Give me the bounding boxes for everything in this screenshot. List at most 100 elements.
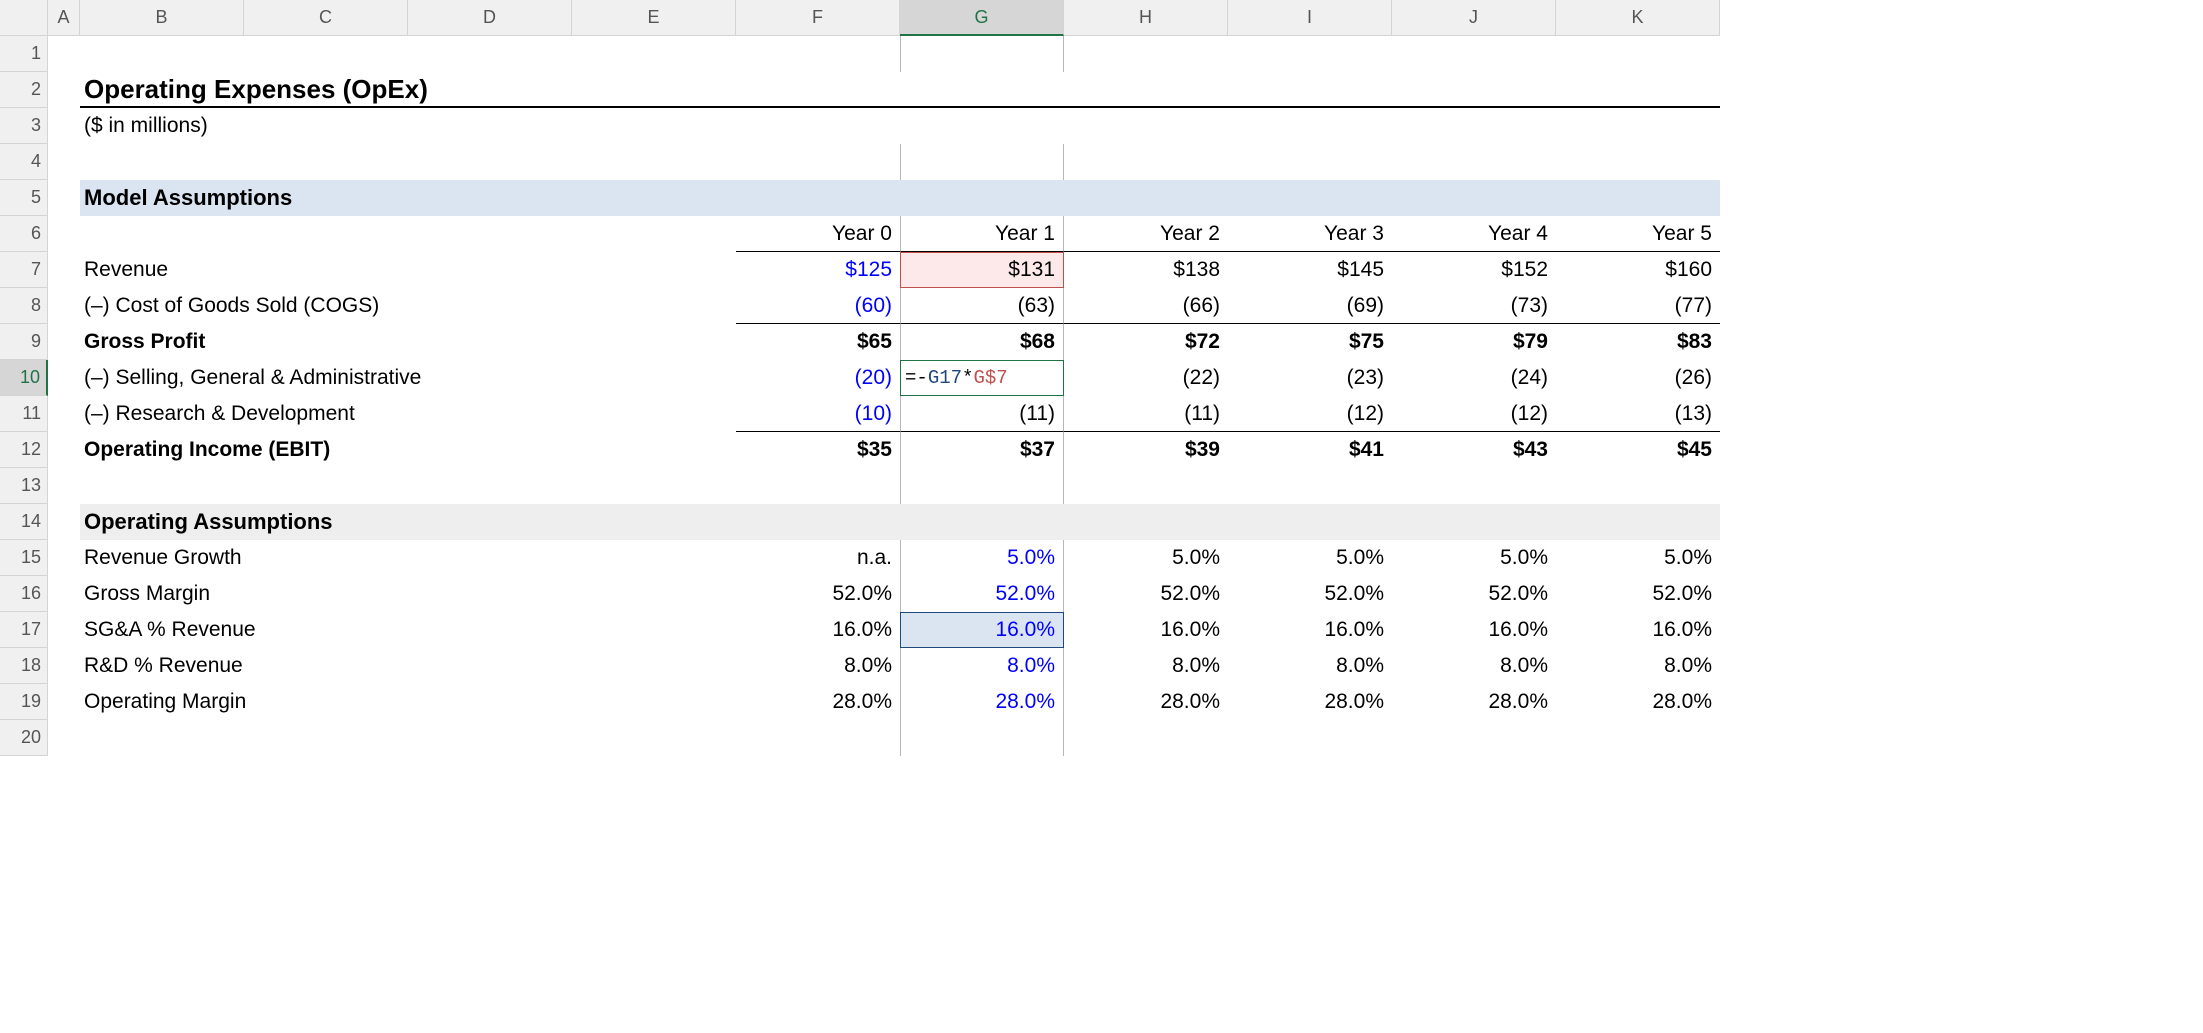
col-head-A[interactable]: A <box>48 0 80 36</box>
cell-value[interactable]: 16.0% <box>1392 612 1556 648</box>
cell[interactable] <box>572 144 736 180</box>
cell-value[interactable]: (22) <box>1064 360 1228 396</box>
cell[interactable] <box>572 36 736 72</box>
cell[interactable] <box>48 432 80 468</box>
cell-value[interactable]: $160 <box>1556 252 1720 288</box>
cell[interactable] <box>1556 720 1720 756</box>
cell-value[interactable]: 28.0% <box>1228 684 1392 720</box>
cell[interactable] <box>1064 720 1228 756</box>
cell-value[interactable]: (26) <box>1556 360 1720 396</box>
cell-value[interactable]: 8.0% <box>736 648 900 684</box>
cell-value[interactable]: $68 <box>900 324 1064 360</box>
cell-value[interactable]: 5.0% <box>1228 540 1392 576</box>
row-head-13[interactable]: 13 <box>0 468 48 504</box>
cell[interactable] <box>48 540 80 576</box>
cell-value[interactable]: $145 <box>1228 252 1392 288</box>
row-head-19[interactable]: 19 <box>0 684 48 720</box>
col-head-H[interactable]: H <box>1064 0 1228 36</box>
cell-value[interactable]: $131 <box>900 252 1064 288</box>
cell[interactable] <box>736 36 900 72</box>
cell[interactable] <box>48 108 80 144</box>
cell-value[interactable]: 8.0% <box>1064 648 1228 684</box>
row-head-8[interactable]: 8 <box>0 288 48 324</box>
year-header[interactable]: Year 1 <box>900 216 1064 252</box>
cell[interactable] <box>48 180 80 216</box>
cell[interactable] <box>80 216 244 252</box>
cell-value[interactable]: 52.0% <box>900 576 1064 612</box>
row-head-2[interactable]: 2 <box>0 72 48 108</box>
cell-value[interactable]: 5.0% <box>1064 540 1228 576</box>
cell-value[interactable]: 16.0% <box>736 612 900 648</box>
row-head-4[interactable]: 4 <box>0 144 48 180</box>
cell-value[interactable]: 16.0% <box>1556 612 1720 648</box>
cell-value[interactable]: $37 <box>900 432 1064 468</box>
row-head-7[interactable]: 7 <box>0 252 48 288</box>
row-head-1[interactable]: 1 <box>0 36 48 72</box>
row-head-3[interactable]: 3 <box>0 108 48 144</box>
cell[interactable] <box>736 144 900 180</box>
spreadsheet-grid[interactable]: ABCDEFGHIJK12Operating Expenses (OpEx)3(… <box>0 0 2203 756</box>
row-head-5[interactable]: 5 <box>0 180 48 216</box>
year-header[interactable]: Year 0 <box>736 216 900 252</box>
cell[interactable] <box>900 720 1064 756</box>
cell[interactable] <box>48 324 80 360</box>
cell[interactable] <box>48 576 80 612</box>
cell-value[interactable]: (77) <box>1556 288 1720 324</box>
cell[interactable] <box>736 720 900 756</box>
cell[interactable] <box>48 720 80 756</box>
col-head-D[interactable]: D <box>408 0 572 36</box>
cell[interactable] <box>48 72 80 108</box>
col-head-K[interactable]: K <box>1556 0 1720 36</box>
cell[interactable] <box>48 504 80 540</box>
row-head-11[interactable]: 11 <box>0 396 48 432</box>
cell-value[interactable]: (73) <box>1392 288 1556 324</box>
cell[interactable] <box>244 468 408 504</box>
cell[interactable] <box>1392 720 1556 756</box>
cell[interactable] <box>900 144 1064 180</box>
cell[interactable] <box>1064 144 1228 180</box>
cell[interactable] <box>48 36 80 72</box>
cell[interactable] <box>572 468 736 504</box>
cell[interactable] <box>408 36 572 72</box>
year-header[interactable]: Year 4 <box>1392 216 1556 252</box>
cell-value[interactable]: 52.0% <box>736 576 900 612</box>
cell-value[interactable]: 8.0% <box>900 648 1064 684</box>
cell-value[interactable]: $83 <box>1556 324 1720 360</box>
cell-value[interactable]: 28.0% <box>1064 684 1228 720</box>
row-head-20[interactable]: 20 <box>0 720 48 756</box>
cell[interactable] <box>736 468 900 504</box>
row-head-17[interactable]: 17 <box>0 612 48 648</box>
cell-value[interactable]: 16.0% <box>1228 612 1392 648</box>
cell[interactable] <box>1064 468 1228 504</box>
cell-value[interactable]: $138 <box>1064 252 1228 288</box>
cell-value[interactable]: 8.0% <box>1556 648 1720 684</box>
cell-value[interactable]: (24) <box>1392 360 1556 396</box>
cell-value[interactable]: $79 <box>1392 324 1556 360</box>
cell-value[interactable]: $39 <box>1064 432 1228 468</box>
cell[interactable] <box>408 720 572 756</box>
cell[interactable] <box>1392 36 1556 72</box>
col-head-J[interactable]: J <box>1392 0 1556 36</box>
cell-value[interactable]: $75 <box>1228 324 1392 360</box>
cell-value[interactable]: $41 <box>1228 432 1392 468</box>
cell[interactable] <box>48 648 80 684</box>
row-head-18[interactable]: 18 <box>0 648 48 684</box>
cell-value[interactable]: (60) <box>736 288 900 324</box>
cell-value[interactable]: 16.0% <box>900 612 1064 648</box>
cell-value[interactable]: $152 <box>1392 252 1556 288</box>
cell[interactable] <box>572 216 736 252</box>
col-head-G[interactable]: G <box>900 0 1064 36</box>
cell-value[interactable]: 28.0% <box>736 684 900 720</box>
cell[interactable] <box>1228 36 1392 72</box>
cell[interactable] <box>48 216 80 252</box>
cell[interactable] <box>80 36 244 72</box>
cell[interactable] <box>1556 36 1720 72</box>
cell[interactable] <box>48 612 80 648</box>
year-header[interactable]: Year 5 <box>1556 216 1720 252</box>
cell-value[interactable]: (11) <box>1064 396 1228 432</box>
cell[interactable] <box>408 144 572 180</box>
cell-value[interactable]: 5.0% <box>1392 540 1556 576</box>
cell[interactable] <box>1392 468 1556 504</box>
cell-value[interactable]: 52.0% <box>1228 576 1392 612</box>
cell-value[interactable]: 52.0% <box>1064 576 1228 612</box>
